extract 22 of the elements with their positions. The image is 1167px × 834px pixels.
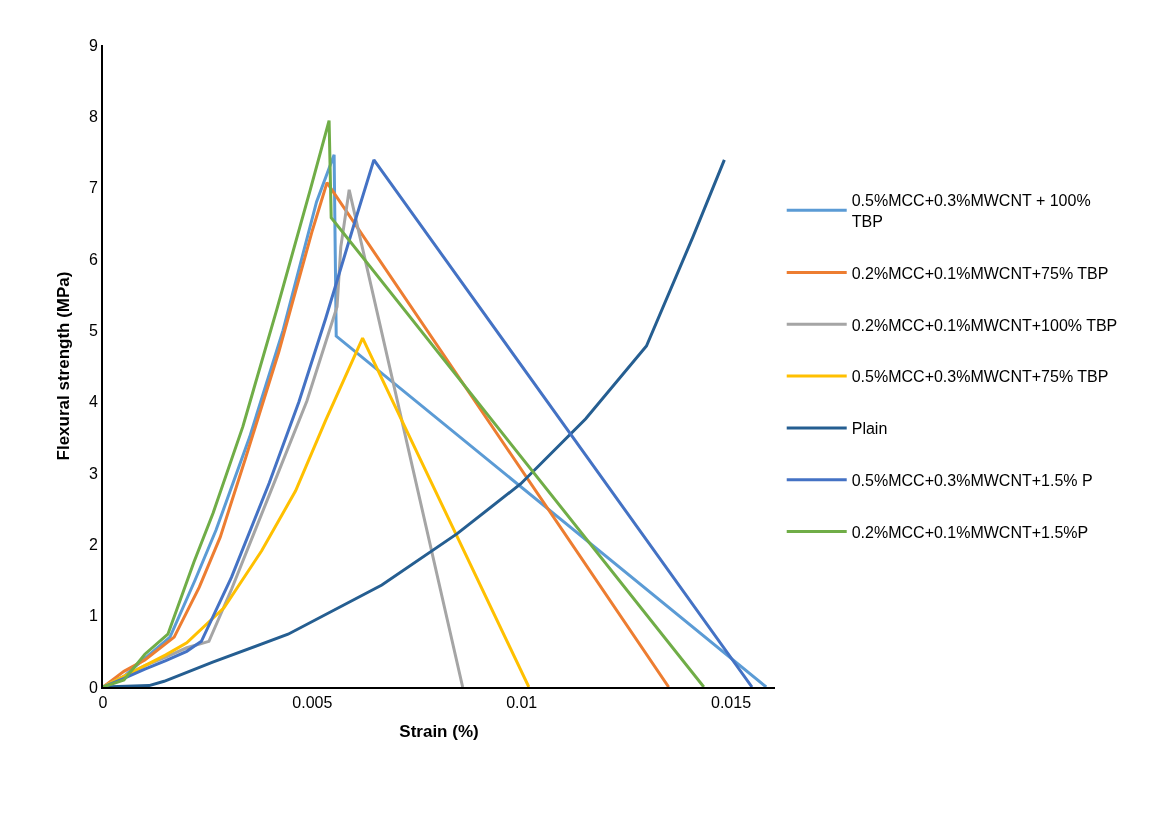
y-tick-label: 5 (88, 321, 98, 339)
y-tick-label: 9 (88, 36, 98, 54)
y-tick-label: 6 (88, 250, 98, 268)
y-axis-title: Flexural strength (MPa) (53, 271, 73, 461)
y-tick-label: 0 (88, 678, 98, 696)
x-tick-label: 0.01 (506, 694, 538, 712)
y-tick-label: 8 (88, 107, 98, 125)
y-tick-label: 1 (88, 607, 98, 625)
y-tick-label: 4 (88, 393, 98, 411)
y-tick-label: 3 (88, 464, 98, 482)
legend-label: 0.2%MCC+0.1%MWCNT+1.5%P (851, 523, 1089, 541)
y-tick-label: 7 (88, 179, 98, 197)
x-tick-label: 0.005 (292, 694, 333, 712)
legend-label: 0.2%MCC+0.1%MWCNT+100% TBP (851, 316, 1118, 334)
x-axis-title: Strain (%) (399, 722, 479, 742)
x-tick-label: 0.015 (711, 694, 752, 712)
y-tick-label: 2 (88, 535, 98, 553)
legend-label: 0.5%MCC+0.3%MWCNT+1.5% P (851, 471, 1093, 489)
legend-label: Plain (851, 420, 888, 438)
legend-label: 0.5%MCC+0.3%MWCNT + 100% TBP (851, 192, 1091, 230)
legend-label: 0.5%MCC+0.3%MWCNT+75% TBP (851, 368, 1109, 386)
legend-label: 0.2%MCC+0.1%MWCNT+75% TBP (851, 264, 1109, 282)
